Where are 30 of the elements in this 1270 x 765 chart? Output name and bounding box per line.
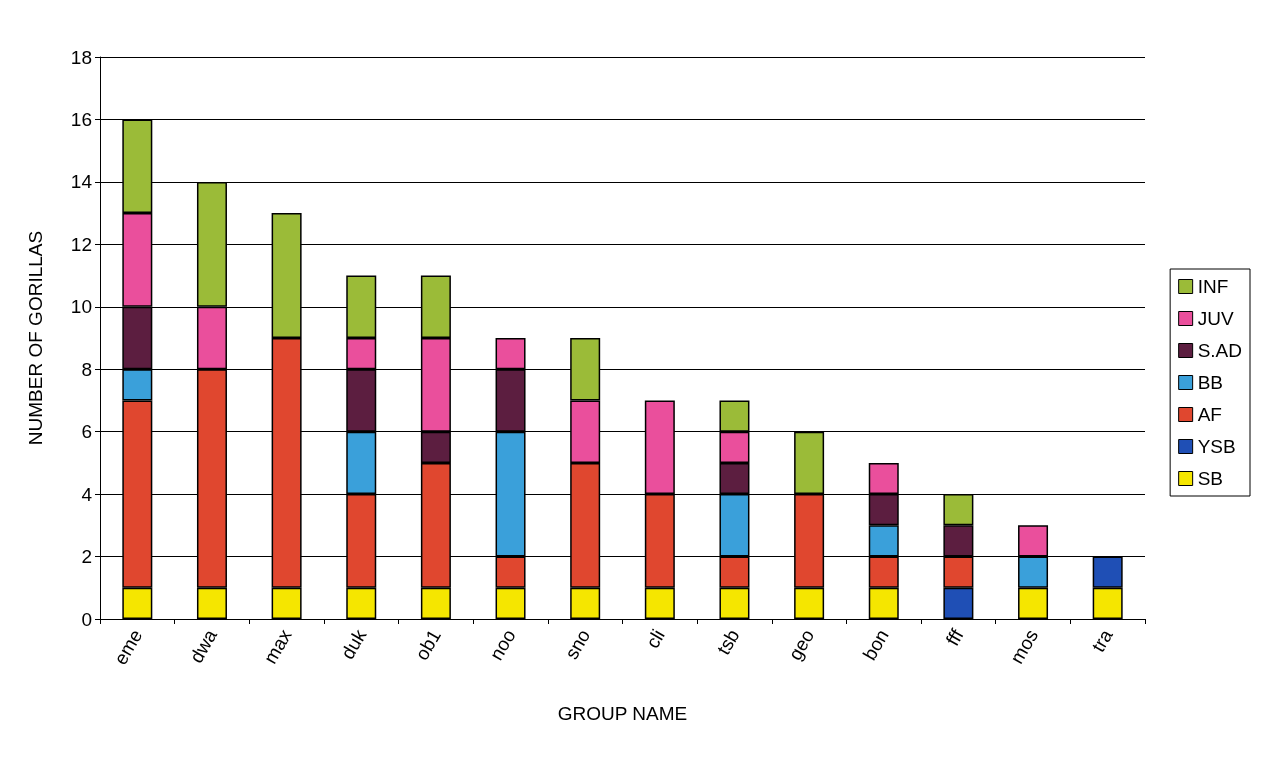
legend-label: AF (1197, 404, 1222, 425)
legend-label: SB (1197, 468, 1224, 489)
legend-label: BB (1197, 372, 1224, 393)
y-tick-label: 10 (70, 296, 92, 318)
y-tick-label: 0 (81, 608, 92, 630)
x-tick-label: bon (858, 625, 893, 664)
x-tick-label: fff (941, 625, 968, 650)
y-tick-label: 4 (81, 483, 93, 505)
x-tick-label: geo (784, 625, 819, 664)
y-tick-label: 16 (70, 108, 92, 130)
y-tick-label: 18 (70, 46, 92, 68)
x-tick-label: sno (560, 625, 595, 663)
y-tick-label: 12 (70, 233, 92, 255)
legend-label: YSB (1197, 436, 1236, 457)
y-axis-title: NUMBER OF GORILLAS (25, 230, 46, 446)
x-tick-label: ob1 (410, 625, 445, 664)
x-tick-label: noo (485, 625, 520, 664)
y-tick-label: 14 (70, 171, 93, 193)
x-tick-label: dwa (185, 625, 222, 667)
x-tick-label: tsb (712, 625, 744, 659)
x-tick-label: tra (1087, 625, 1117, 656)
x-axis-title: GROUP NAME (557, 703, 688, 724)
y-tick-label: 6 (81, 421, 92, 443)
legend-label: INF (1197, 276, 1229, 297)
legend-label: JUV (1197, 308, 1234, 329)
x-tick-label: cli (641, 625, 669, 652)
y-tick-label: 2 (81, 546, 92, 568)
x-tick-label: duk (336, 625, 371, 663)
y-tick-label: 8 (81, 358, 92, 380)
legend-label: S.AD (1197, 340, 1243, 361)
